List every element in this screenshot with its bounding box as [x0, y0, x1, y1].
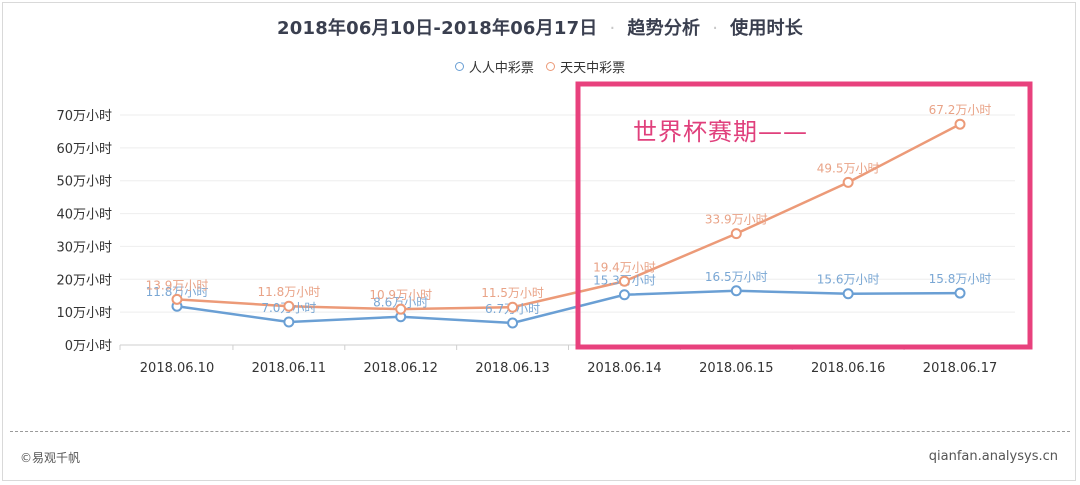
data-point-marker: [730, 285, 742, 297]
series-line: [176, 123, 961, 311]
data-point-marker: [395, 303, 407, 315]
data-point-marker: [842, 176, 854, 188]
data-point-marker: [842, 288, 854, 300]
data-point-marker: [618, 275, 630, 287]
data-point-marker: [507, 301, 519, 313]
x-tick-label: 2018.06.15: [699, 361, 773, 376]
data-label: 49.5万小时: [817, 161, 880, 175]
y-tick-label: 20万小时: [56, 273, 112, 288]
legend-marker-icon: [546, 62, 556, 71]
data-label: 16.5万小时: [705, 270, 768, 284]
x-tick-label: 2018.06.10: [140, 361, 214, 376]
data-label: 11.5万小时: [481, 286, 544, 300]
data-point-marker: [954, 118, 966, 130]
legend-item-renren[interactable]: 人人中彩票: [454, 57, 534, 76]
footer-divider: [10, 431, 1070, 432]
series-line: [176, 289, 961, 325]
data-label: 19.4万小时: [593, 260, 656, 274]
y-tick-label: 60万小时: [56, 142, 112, 157]
x-tick-label: 2018.06.13: [475, 361, 549, 376]
data-point-marker: [618, 289, 630, 301]
data-label: 8.6万小时: [373, 296, 428, 310]
x-tick-label: 2018.06.12: [364, 361, 438, 376]
section-label: 趋势分析: [627, 18, 701, 39]
data-point-marker: [507, 317, 519, 329]
data-label: 11.8万小时: [146, 285, 209, 299]
data-label: 10.9万小时: [369, 288, 432, 302]
date-range: 2018年06月10日-2018年06月17日: [277, 18, 598, 39]
copyright: ©易观千帆: [20, 451, 81, 465]
legend-marker-icon: [454, 62, 464, 71]
data-label: 11.8万小时: [257, 285, 320, 299]
y-tick-label: 10万小时: [56, 306, 112, 321]
title-separator: ·: [712, 18, 719, 39]
x-tick-label: 2018.06.17: [923, 361, 997, 376]
data-point-marker: [730, 228, 742, 240]
x-tick-label: 2018.06.14: [587, 361, 661, 376]
x-tick-label: 2018.06.16: [811, 361, 885, 376]
data-label: 13.9万小时: [146, 278, 209, 292]
chart-title: 2018年06月10日-2018年06月17日 · 趋势分析 · 使用时长: [0, 14, 1080, 40]
data-point-marker: [171, 293, 183, 305]
world-cup-annotation: 世界杯赛期——: [633, 118, 808, 146]
metric-label: 使用时长: [730, 18, 803, 39]
legend: 人人中彩票 天天中彩票: [0, 57, 1080, 76]
y-tick-label: 40万小时: [56, 208, 112, 223]
legend-label: 天天中彩票: [560, 61, 626, 76]
y-tick-label: 50万小时: [56, 175, 112, 190]
data-point-marker: [954, 287, 966, 299]
data-point-marker: [283, 316, 295, 328]
data-point-marker: [283, 300, 295, 312]
x-tick-label: 2018.06.11: [252, 361, 326, 376]
y-tick-label: 70万小时: [56, 109, 112, 124]
y-tick-label: 0万小时: [65, 339, 112, 354]
site-url: qianfan.analysys.cn: [928, 449, 1058, 464]
legend-item-tiantian[interactable]: 天天中彩票: [546, 57, 625, 76]
data-label: 33.9万小时: [705, 213, 768, 227]
data-label: 15.8万小时: [929, 272, 992, 286]
world-cup-highlight-box: [575, 81, 1033, 350]
title-separator: ·: [609, 18, 616, 39]
y-tick-label: 30万小时: [56, 240, 112, 255]
legend-label: 人人中彩票: [468, 61, 534, 76]
data-label: 67.2万小时: [929, 103, 992, 117]
data-label: 15.6万小时: [817, 273, 880, 287]
